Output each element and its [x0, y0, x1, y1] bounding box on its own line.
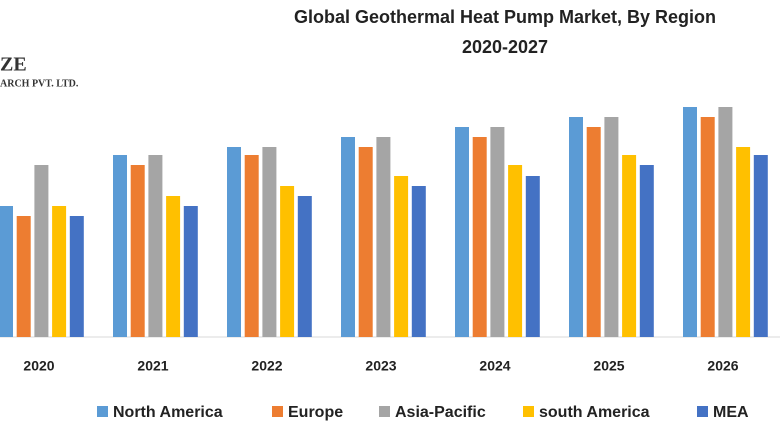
bar: [622, 155, 637, 337]
bar: [34, 165, 49, 337]
legend-label: Europe: [288, 404, 343, 421]
chart-title: Global Geothermal Heat Pump Market, By R…: [294, 7, 716, 27]
legend-swatch: [272, 406, 283, 417]
logo-text: ARCH PVT. LTD.: [0, 78, 79, 89]
bar: [569, 117, 583, 337]
bar: [358, 147, 373, 337]
x-tick-label: 2025: [593, 358, 624, 374]
bar: [376, 137, 391, 337]
x-tick-label: 2020: [23, 358, 54, 374]
x-tick-label: 2023: [365, 358, 396, 374]
legend-swatch: [97, 406, 108, 417]
legend-swatch: [379, 406, 390, 417]
bar: [166, 196, 181, 337]
bar: [394, 176, 409, 337]
bar: [341, 137, 355, 337]
x-tick-label: 2024: [479, 358, 510, 374]
bar: [455, 127, 469, 337]
bar: [227, 147, 241, 337]
legend-label: MEA: [713, 404, 749, 421]
bar: [472, 137, 487, 337]
bar: [113, 155, 127, 337]
legend-swatch: [523, 406, 534, 417]
chart-subtitle: 2020-2027: [462, 37, 548, 57]
bar: [244, 155, 259, 337]
bar: [0, 206, 13, 337]
legend-label: Asia-Pacific: [395, 404, 486, 421]
legend-swatch: [697, 406, 708, 417]
bar: [700, 117, 715, 337]
bar: [16, 216, 31, 337]
bar: [683, 107, 697, 337]
bar: [183, 206, 198, 337]
legend-label: south America: [539, 404, 650, 421]
bar: [490, 127, 505, 337]
bar: [297, 196, 312, 337]
bar: [525, 176, 540, 337]
bar: [736, 147, 751, 337]
bar: [604, 117, 619, 337]
legend-label: North America: [113, 404, 223, 421]
bar: [639, 165, 654, 337]
bar: [280, 186, 295, 337]
bar: [718, 107, 733, 337]
bar: [411, 186, 426, 337]
bar: [586, 127, 601, 337]
bar: [148, 155, 163, 337]
bar: [52, 206, 67, 337]
logo-text: ZE: [0, 54, 27, 76]
bar: [753, 155, 768, 337]
x-tick-label: 2022: [251, 358, 282, 374]
bar: [130, 165, 145, 337]
bar: [262, 147, 277, 337]
x-tick-label: 2026: [707, 358, 738, 374]
x-tick-label: 2021: [137, 358, 168, 374]
bar: [508, 165, 523, 337]
bar: [69, 216, 84, 337]
